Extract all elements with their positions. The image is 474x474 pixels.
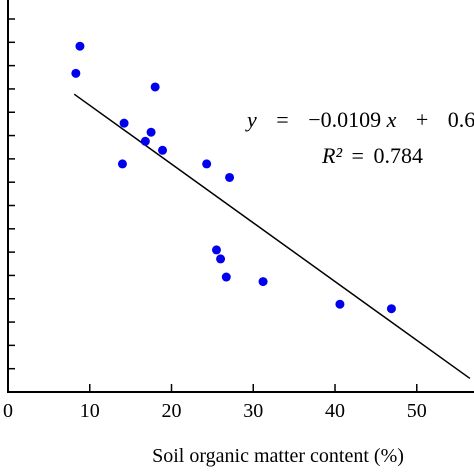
equation-equals: =: [276, 107, 288, 132]
x-tick-label: 40: [325, 400, 345, 422]
x-ticks: 0 10 20 30 40 50: [3, 384, 427, 422]
data-point: [386, 304, 396, 314]
data-point: [216, 254, 226, 264]
x-tick-label: 20: [162, 400, 182, 422]
y-ticks: [8, 18, 15, 393]
data-point: [335, 299, 345, 309]
data-point: [119, 118, 129, 128]
fit-line-group: [73, 93, 471, 380]
data-points: [71, 41, 396, 314]
equation-plus: +: [416, 107, 428, 132]
x-tick-label: 10: [80, 400, 100, 422]
data-point: [150, 82, 160, 92]
regression-equation: y = −0.0109 x + 0.6: [245, 107, 474, 132]
x-tick-label: 50: [407, 400, 427, 422]
r-squared-annotation: R² = 0.784: [321, 143, 423, 168]
data-point: [258, 277, 268, 287]
data-point: [140, 136, 150, 146]
axes: [7, 0, 474, 393]
data-point: [158, 145, 168, 155]
equation-coefficient: −0.0109: [308, 107, 381, 132]
x-tick-label: 0: [3, 400, 13, 422]
data-point: [71, 68, 81, 78]
equation-lhs: y: [245, 107, 257, 132]
data-point: [225, 172, 235, 182]
data-point: [75, 41, 85, 51]
r-squared-label: R²: [321, 143, 342, 168]
data-point: [202, 159, 212, 169]
data-point: [211, 245, 221, 255]
regression-line: [73, 93, 471, 380]
equation-variable: x: [386, 107, 397, 132]
data-point: [146, 127, 156, 137]
equation-constant: 0.6: [448, 107, 474, 132]
r-squared-value: 0.784: [373, 143, 423, 168]
data-point: [221, 272, 231, 282]
data-point: [117, 159, 127, 169]
x-axis-title: Soil organic matter content (%): [152, 445, 404, 467]
x-tick-label: 30: [243, 400, 263, 422]
r-squared-equals: =: [352, 143, 364, 168]
